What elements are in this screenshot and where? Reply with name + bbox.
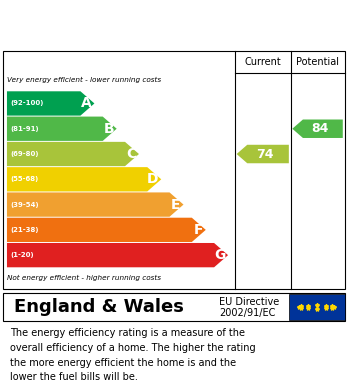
Polygon shape [7,117,117,141]
Text: Very energy efficient - lower running costs: Very energy efficient - lower running co… [7,77,161,83]
Text: 74: 74 [256,147,274,161]
Text: (21-38): (21-38) [10,227,39,233]
Text: G: G [214,248,225,262]
Text: Potential: Potential [296,57,339,67]
Text: The energy efficiency rating is a measure of the
overall efficiency of a home. T: The energy efficiency rating is a measur… [10,328,256,382]
Text: EU Directive: EU Directive [219,297,279,307]
Text: Current: Current [244,57,281,67]
Text: (92-100): (92-100) [10,100,44,106]
Text: (39-54): (39-54) [10,202,39,208]
Text: (81-91): (81-91) [10,126,39,132]
Text: D: D [147,172,158,186]
Text: A: A [81,97,92,110]
Text: Energy Efficiency Rating: Energy Efficiency Rating [10,17,220,32]
Text: England & Wales: England & Wales [14,298,184,316]
Text: (1-20): (1-20) [10,252,34,258]
Polygon shape [7,243,228,267]
Polygon shape [7,218,206,242]
Polygon shape [7,167,161,192]
Text: Not energy efficient - higher running costs: Not energy efficient - higher running co… [7,275,161,281]
Text: (55-68): (55-68) [10,176,39,182]
Text: (69-80): (69-80) [10,151,39,157]
Polygon shape [237,145,289,163]
Polygon shape [7,142,139,166]
Text: E: E [171,197,181,212]
Text: 2002/91/EC: 2002/91/EC [219,308,276,318]
Bar [289,294,345,320]
Text: C: C [126,147,136,161]
Text: 84: 84 [311,122,329,135]
Text: F: F [193,223,203,237]
Text: B: B [103,122,114,136]
Polygon shape [7,192,183,217]
Polygon shape [292,120,343,138]
Polygon shape [7,91,94,116]
